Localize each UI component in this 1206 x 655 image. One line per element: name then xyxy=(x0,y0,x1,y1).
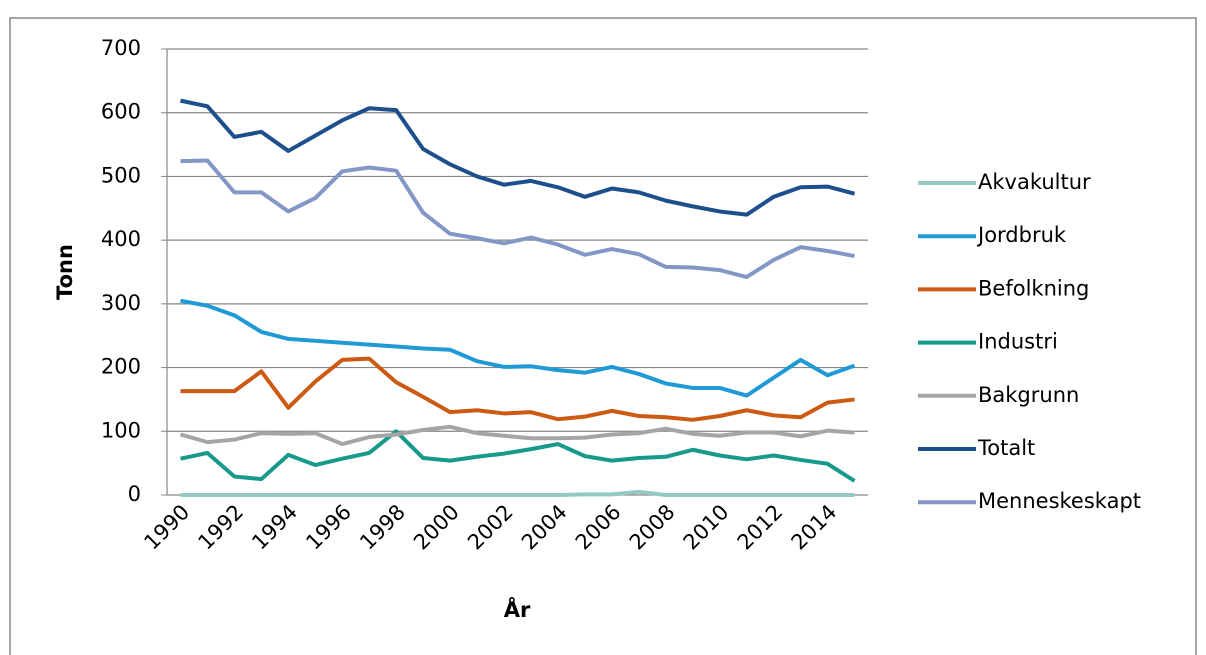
line-series xyxy=(180,489,855,497)
x-tick-label: 2012 xyxy=(733,500,788,555)
line-series xyxy=(180,429,856,483)
y-axis-label: Tonn xyxy=(53,244,77,300)
legend-label: Menneskeskapt xyxy=(978,489,1141,513)
x-tick-label: 2000 xyxy=(409,500,464,555)
x-axis-label: År xyxy=(504,597,531,622)
legend-label: Industri xyxy=(978,330,1058,354)
line-series xyxy=(179,424,855,447)
y-tick-label: 100 xyxy=(101,418,141,442)
legend-label: Totalt xyxy=(977,436,1035,460)
x-tick-label: 1990 xyxy=(139,500,194,555)
x-tick-label: 2006 xyxy=(571,500,626,555)
line-series xyxy=(180,158,855,280)
x-tick-label: 1992 xyxy=(193,500,248,555)
legend-label: Akvakultur xyxy=(978,170,1091,194)
line-series xyxy=(180,356,855,422)
y-tick-label: 400 xyxy=(101,227,141,251)
line-series xyxy=(180,298,856,398)
y-tick-label: 600 xyxy=(101,100,141,124)
x-tick-label: 1994 xyxy=(247,500,302,555)
x-tick-label: 1996 xyxy=(301,500,356,555)
chart-frame xyxy=(9,17,1197,655)
x-tick-label: 2008 xyxy=(625,500,680,555)
x-tick-label: 1998 xyxy=(355,500,410,555)
legend-label: Bakgrunn xyxy=(978,383,1079,407)
x-tick-label: 2014 xyxy=(787,500,842,555)
y-tick-label: 200 xyxy=(101,355,141,379)
legend-label: Jordbruk xyxy=(976,223,1067,247)
legend-label: Befolkning xyxy=(978,276,1089,300)
y-tick-label: 700 xyxy=(101,36,141,60)
y-tick-label: 500 xyxy=(101,163,141,187)
x-tick-label: 2002 xyxy=(463,500,518,555)
y-tick-label: 0 xyxy=(128,482,141,506)
y-tick-label: 300 xyxy=(101,291,141,315)
line-series xyxy=(180,98,856,217)
x-tick-label: 2010 xyxy=(679,500,734,555)
x-tick-label: 2004 xyxy=(517,500,572,555)
